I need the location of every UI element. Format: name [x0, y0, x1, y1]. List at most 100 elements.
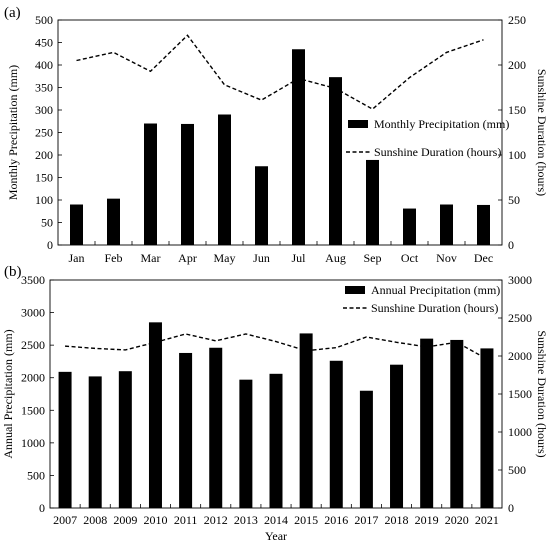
panel-label: (b) [4, 264, 22, 280]
x-tick-label: Jul [291, 251, 306, 265]
x-tick-label: 2012 [204, 513, 228, 527]
y-tick-label: 350 [35, 81, 53, 95]
y-tick-label: 2000 [21, 371, 45, 385]
y2-tick-label: 2000 [508, 349, 532, 363]
panel-b: (b) 0 500 1000 1500 2000 2500 3000 3500 0 500 1000 1… [1, 264, 549, 543]
y2-tick-label: 50 [508, 193, 520, 207]
y2-tick-label: 1000 [508, 425, 532, 439]
x-tick-label: Jan [69, 251, 85, 265]
x-tick-label: Nov [436, 251, 457, 265]
bar-Jan [70, 204, 83, 245]
bar-2012 [209, 347, 223, 508]
x-tick-label: 2007 [53, 513, 77, 527]
sunshine-line [65, 333, 488, 360]
legend-bar-label: Annual Precipitation (mm) [371, 283, 500, 297]
x-tick-label: Sep [364, 251, 382, 265]
legend-bar-swatch [348, 120, 368, 128]
x-tick-label: 2013 [234, 513, 258, 527]
y-tick-label: 0 [47, 238, 53, 252]
y2-axis-label: Sunshine Duration (hours) [535, 69, 549, 196]
y-tick-label: 0 [39, 501, 45, 515]
y-tick-label: 2500 [21, 338, 45, 352]
y2-tick-label: 2500 [508, 311, 532, 325]
panel-a: (a) 0 50 100 150 200 250 300 350 400 450 500 0 50 100 1… [4, 5, 549, 265]
y-tick-label: 50 [41, 216, 53, 230]
x-tick-label: May [214, 251, 236, 265]
y-tick-label: 100 [35, 193, 53, 207]
bar-2017 [359, 390, 373, 508]
bar-Oct [403, 208, 416, 245]
y2-tick-label: 250 [508, 13, 526, 27]
x-tick-label: Feb [105, 251, 123, 265]
x-axis-label: Year [265, 529, 287, 543]
y-tick-label: 300 [35, 103, 53, 117]
y-axis-label: Monthly Precipitation (mm) [6, 65, 20, 200]
y2-tick-label: 100 [508, 148, 526, 162]
x-tick-label: 2010 [143, 513, 167, 527]
y2-tick-label: 0 [508, 238, 514, 252]
y-axis-label: Annual Precipitation (mm) [1, 329, 15, 458]
y2-tick-label: 0 [508, 501, 514, 515]
y-tick-label: 500 [35, 13, 53, 27]
x-tick-label: 2019 [415, 513, 439, 527]
panel-label: (a) [4, 5, 21, 21]
bar-2013 [239, 379, 253, 508]
y2-tick-label: 500 [508, 463, 526, 477]
y-tick-label: 250 [35, 126, 53, 140]
y-tick-label: 1000 [21, 436, 45, 450]
bar-Feb [107, 198, 120, 245]
x-tick-label: 2018 [385, 513, 409, 527]
bar-2010 [148, 322, 162, 508]
legend-line-label: Sunshine Duration (hours) [371, 301, 498, 315]
bar-May [218, 114, 231, 245]
x-tick-label: Dec [474, 251, 493, 265]
sunshine-line [76, 34, 484, 110]
x-tick-label: 2021 [475, 513, 499, 527]
x-tick-label: 2020 [445, 513, 469, 527]
x-tick-label: Apr [178, 251, 197, 265]
y2-tick-label: 150 [508, 103, 526, 117]
x-tick-label: Aug [325, 251, 346, 265]
y-tick-label: 3000 [21, 306, 45, 320]
y2-tick-label: 3000 [508, 273, 532, 287]
bar-Apr [181, 123, 194, 245]
bar-2014 [269, 373, 283, 508]
y-tick-label: 150 [35, 171, 53, 185]
y-tick-label: 3500 [21, 273, 45, 287]
bar-2021 [480, 348, 494, 508]
legend-bar-label: Monthly Precipitation (mm) [374, 117, 509, 131]
y-tick-label: 450 [35, 36, 53, 50]
y-tick-label: 400 [35, 58, 53, 72]
x-tick-label: 2009 [113, 513, 137, 527]
bar-2011 [179, 352, 193, 508]
legend-line-label: Sunshine Duration (hours) [374, 145, 501, 159]
x-tick-label: Oct [401, 251, 419, 265]
y2-tick-label: 200 [508, 58, 526, 72]
x-tick-label: Mar [141, 251, 161, 265]
x-tick-label: Jun [253, 251, 270, 265]
bar-Dec [477, 204, 490, 245]
x-tick-label: 2008 [83, 513, 107, 527]
bar-Mar [144, 123, 157, 245]
bar-Aug [329, 77, 342, 246]
x-tick-label: 2017 [354, 513, 378, 527]
bar-Nov [440, 204, 453, 245]
y2-axis-label: Sunshine Duration (hours) [535, 330, 549, 457]
bar-Jun [255, 166, 268, 245]
bar-2020 [450, 339, 464, 508]
bar-2009 [118, 371, 132, 508]
x-tick-label: 2015 [294, 513, 318, 527]
bar-2016 [329, 360, 343, 508]
bar-2008 [88, 376, 102, 508]
plot-frame [57, 19, 503, 246]
bar-2007 [58, 371, 72, 508]
y-tick-label: 200 [35, 148, 53, 162]
bar-2015 [299, 333, 313, 508]
bar-Jul [292, 49, 305, 245]
y2-tick-label: 1500 [508, 387, 532, 401]
y-tick-label: 500 [27, 468, 45, 482]
bar-2019 [420, 338, 434, 508]
x-tick-label: 2016 [324, 513, 348, 527]
bar-2018 [390, 364, 404, 508]
